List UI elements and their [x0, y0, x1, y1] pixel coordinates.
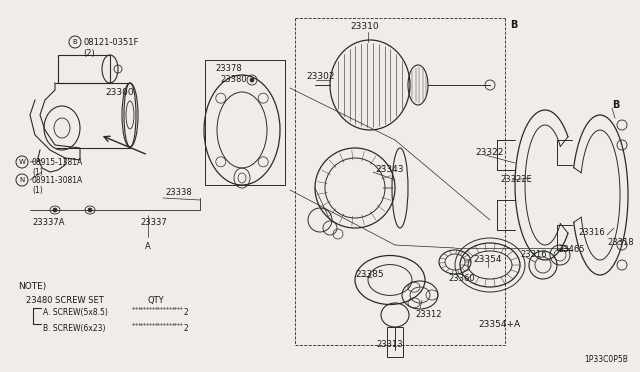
Text: 23378: 23378 [215, 64, 242, 73]
Text: W: W [19, 159, 26, 165]
Text: (2): (2) [83, 49, 95, 58]
Text: 2: 2 [183, 324, 188, 333]
Ellipse shape [16, 174, 28, 186]
Text: B: B [72, 39, 77, 45]
Text: N: N [19, 177, 24, 183]
Text: 23480 SCREW SET: 23480 SCREW SET [26, 296, 104, 305]
Text: 23302: 23302 [306, 72, 335, 81]
Ellipse shape [88, 208, 92, 212]
Text: (1): (1) [32, 186, 43, 195]
Text: 2: 2 [183, 308, 188, 317]
Text: 08915-1381A: 08915-1381A [32, 158, 83, 167]
Text: NOTE): NOTE) [18, 282, 46, 291]
Text: 23322: 23322 [475, 148, 504, 157]
Bar [58, 55, 110, 83]
Text: 23338: 23338 [165, 188, 192, 197]
Text: QTY: QTY [148, 296, 164, 305]
Text: 23465: 23465 [558, 245, 584, 254]
Text: 23385: 23385 [355, 270, 383, 279]
Ellipse shape [250, 78, 254, 82]
Ellipse shape [53, 208, 57, 212]
Text: 23318: 23318 [607, 238, 634, 247]
Text: 23380: 23380 [220, 75, 246, 84]
Text: 23316: 23316 [578, 228, 605, 237]
Ellipse shape [69, 36, 81, 48]
Text: 23313: 23313 [377, 340, 403, 349]
Text: 23337: 23337 [140, 218, 167, 227]
Text: (1): (1) [32, 168, 43, 177]
Text: B: B [510, 20, 517, 30]
Text: 08121-0351F: 08121-0351F [83, 38, 138, 47]
Text: A: A [145, 242, 151, 251]
Text: 23360: 23360 [448, 274, 475, 283]
Text: 23337A: 23337A [32, 218, 65, 227]
Bar [387, 327, 403, 357]
Text: 23354+A: 23354+A [478, 320, 520, 329]
Ellipse shape [16, 156, 28, 168]
Text: 08911-3081A: 08911-3081A [32, 176, 83, 185]
Text: B: B [612, 100, 620, 110]
Text: 23322E: 23322E [500, 175, 532, 184]
Text: A. SCREW(5x8.5): A. SCREW(5x8.5) [43, 308, 108, 317]
Text: 23312: 23312 [415, 310, 442, 319]
Text: 23310: 23310 [350, 22, 379, 31]
Text: 23354: 23354 [474, 255, 502, 264]
Text: B. SCREW(6x23): B. SCREW(6x23) [43, 324, 106, 333]
Text: 1P33C0P5B: 1P33C0P5B [584, 355, 628, 364]
Text: 23316: 23316 [520, 250, 547, 259]
Text: 23300: 23300 [105, 88, 134, 97]
Text: 23343: 23343 [375, 165, 403, 174]
